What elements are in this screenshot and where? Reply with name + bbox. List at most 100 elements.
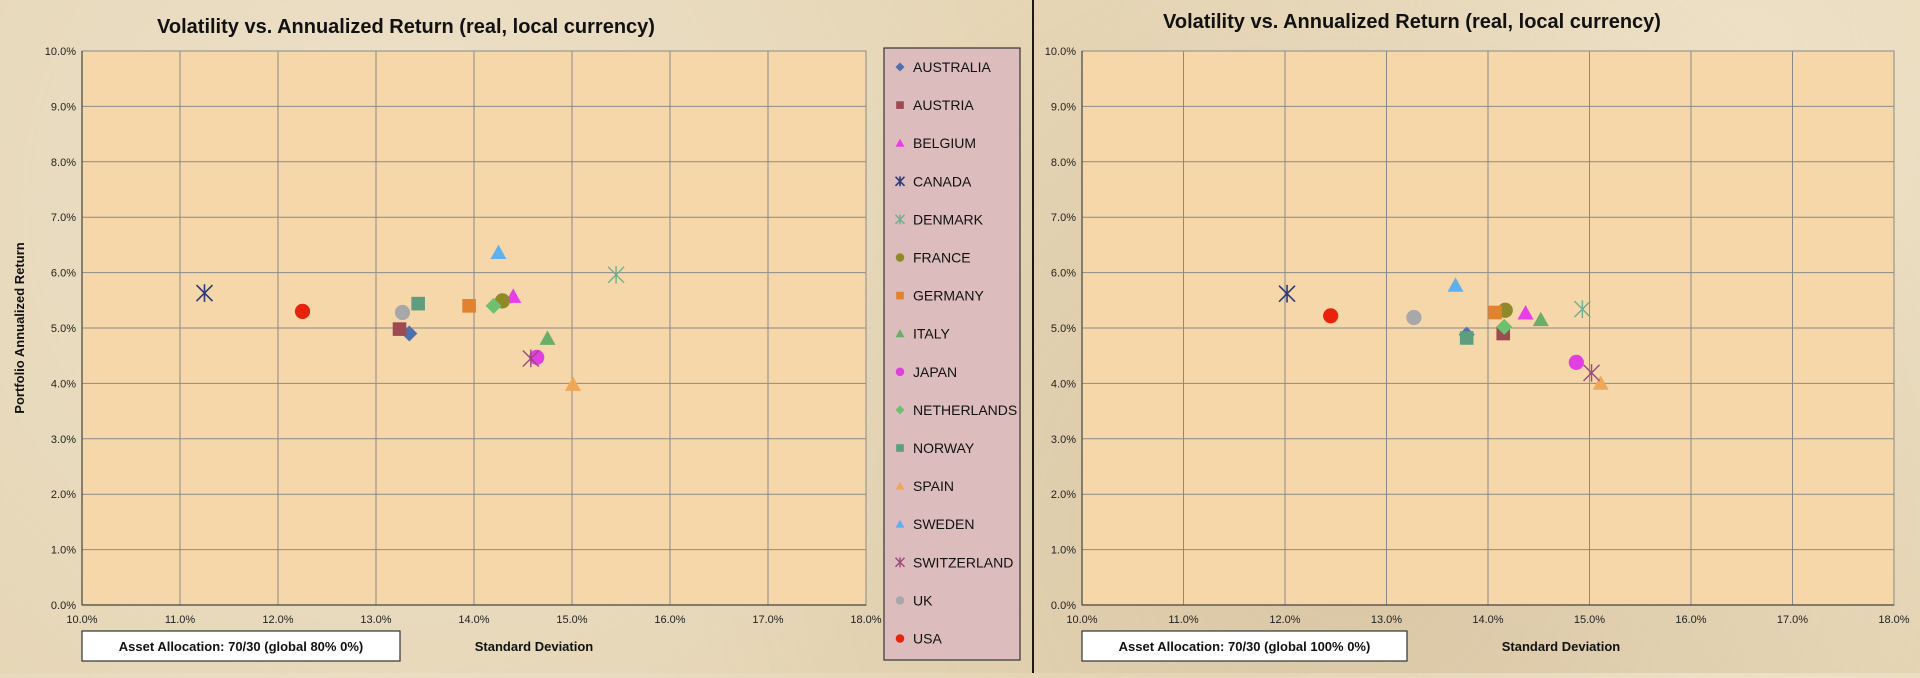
point-netherlands [1496,318,1513,335]
x-axis-label: Standard Deviation [475,639,594,654]
legend-label-sweden: SWEDEN [913,516,974,532]
point-netherlands [485,297,502,314]
x-tick-label: 18.0% [1878,614,1909,626]
point-norway [1459,331,1474,345]
y-tick-label: 6.0% [51,268,76,280]
y-tick-label: 8.0% [51,157,76,169]
legend-label-austria: AUSTRIA [913,97,974,113]
legend-marker-germany [896,291,904,300]
y-axis-label: Portfolio Annualized Return [12,242,27,413]
point-switzerland [522,349,540,368]
allocation-annotation: Asset Allocation: 70/30 (global 100% 0%) [1119,639,1371,654]
legend-label-usa: USA [913,631,942,647]
legend-marker-norway [896,444,904,452]
legend-marker-canada [894,176,906,187]
x-tick-label: 13.0% [1371,614,1402,626]
y-tick-label: 0.0% [51,600,76,612]
point-uk [394,304,411,321]
legend-marker-switzerland [895,557,905,568]
chart-title: Volatility vs. Annualized Return (real, … [1163,11,1661,33]
point-sweden [1447,277,1464,292]
chart-title: Volatility vs. Annualized Return (real, … [157,16,655,38]
x-tick-label: 13.0% [360,614,391,626]
legend-label-netherlands: NETHERLANDS [913,402,1017,418]
legend-label-japan: JAPAN [913,364,957,380]
legend-label-germany: GERMANY [913,288,984,304]
legend-label-norway: NORWAY [913,440,975,456]
x-tick-label: 14.0% [1472,614,1503,626]
point-spain [1592,375,1609,390]
x-tick-label: 18.0% [850,614,881,626]
y-tick-label: 9.0% [51,101,76,113]
x-tick-label: 12.0% [1269,614,1300,626]
legend-label-switzerland: SWITZERLAND [913,554,1013,570]
y-tick-label: 8.0% [1051,157,1076,169]
legend-marker-belgium [895,138,905,147]
x-tick-label: 12.0% [262,614,293,626]
x-tick-label: 17.0% [752,614,783,626]
point-austria [392,322,407,336]
point-italy [1532,311,1549,327]
x-tick-label: 11.0% [1168,614,1199,626]
y-tick-label: 5.0% [1051,323,1076,335]
point-canada [195,284,214,302]
legend-marker-france [895,253,905,262]
y-tick-label: 4.0% [51,378,76,390]
point-denmark [1573,300,1591,318]
point-usa [1323,308,1339,324]
point-belgium [1517,305,1534,320]
legend-marker-uk [895,596,905,605]
y-tick-label: 3.0% [1051,434,1076,446]
x-tick-label: 10.0% [1066,614,1097,626]
point-canada [1278,284,1296,303]
x-tick-label: 15.0% [1574,614,1605,626]
annotation-box [81,630,401,662]
y-tick-label: 2.0% [51,489,76,501]
legend-marker-australia [895,62,905,72]
legend-marker-spain [895,481,905,490]
legend-label-france: FRANCE [913,250,971,266]
legend-marker-italy [895,329,905,338]
point-spain [564,376,581,391]
panel-divider [1032,0,1034,673]
annotation-box [1081,630,1408,662]
x-tick-label: 17.0% [1777,614,1808,626]
x-tick-label: 16.0% [654,614,685,626]
point-germany [462,299,476,313]
point-usa [294,303,311,319]
y-tick-label: 1.0% [51,545,76,557]
y-tick-label: 2.0% [1051,489,1076,501]
legend-label-spain: SPAIN [913,478,954,494]
legend-label-canada: CANADA [913,173,972,189]
y-tick-label: 6.0% [1051,268,1076,280]
x-tick-label: 11.0% [165,614,196,626]
y-tick-label: 4.0% [1051,378,1076,390]
legend-marker-netherlands [895,405,905,415]
y-tick-label: 5.0% [51,323,76,335]
scatter-chart-2: 10.0% 11.0% 12.0% 13.0% 14.0% 15.0% 16.0% 17.0%… [1045,11,1910,662]
legend-label-uk: UK [913,592,933,608]
x-tick-label: 10.0% [66,614,97,626]
point-japan [1568,354,1584,370]
x-tick-label: 14.0% [458,614,489,626]
point-germany [1488,305,1502,320]
point-norway [411,296,425,311]
legend-label-italy: ITALY [913,326,950,342]
legend-box [883,47,1021,661]
x-axis-label: Standard Deviation [1502,639,1621,654]
legend-label-belgium: BELGIUM [913,135,976,151]
point-uk [1406,309,1422,326]
y-tick-label: 10.0% [45,46,76,58]
legend-marker-denmark [895,214,905,225]
y-tick-label: 9.0% [1051,101,1076,113]
y-tick-label: 7.0% [1051,212,1076,224]
point-sweden [490,244,507,260]
allocation-annotation: Asset Allocation: 70/30 (global 80% 0%) [119,639,363,654]
legend-marker-usa [895,634,905,643]
y-tick-label: 1.0% [1051,545,1076,557]
y-tick-label: 0.0% [1051,600,1076,612]
legend-label-australia: AUSTRALIA [913,59,991,75]
legend-marker-sweden [895,519,905,528]
